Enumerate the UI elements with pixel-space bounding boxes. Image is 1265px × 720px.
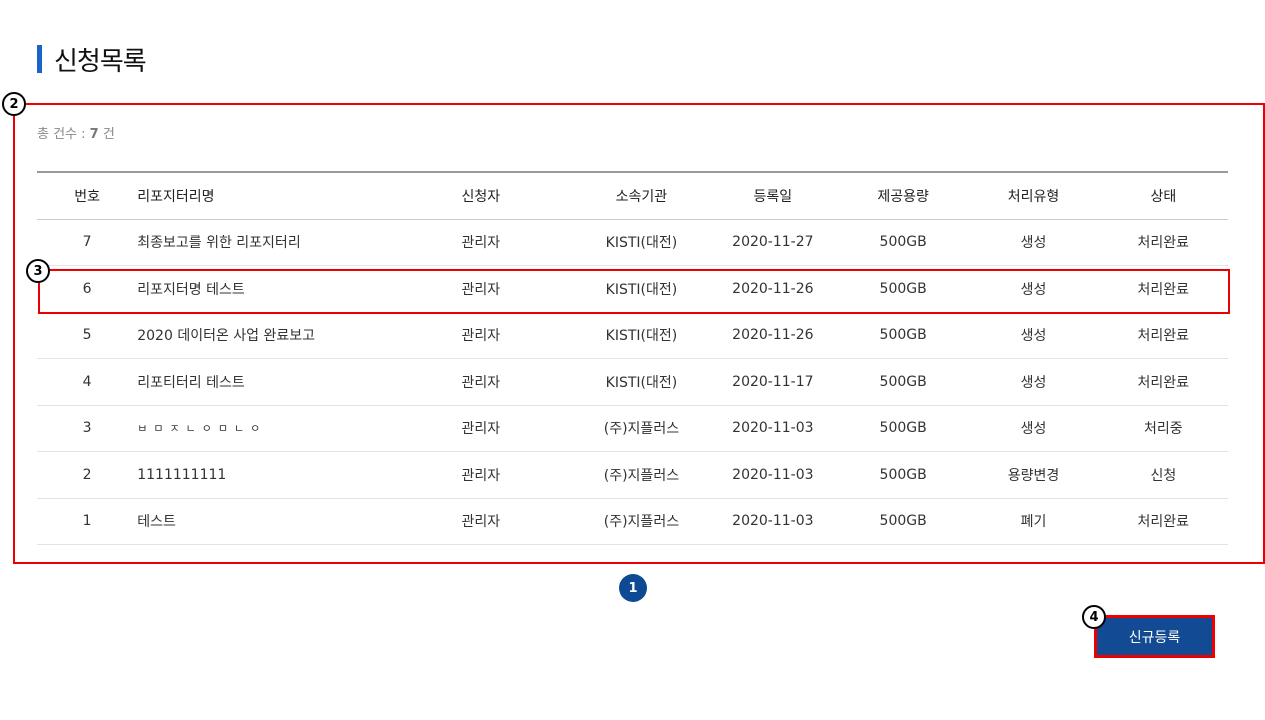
column-header: 소속기관 (615, 188, 668, 205)
table-row[interactable]: 3 ㅂㅁㅈㄴㅇㅁㄴㅇ 관리자 (주)지플러스 2020-11-03 500GB 생성 처리중 (37, 405, 1228, 452)
table-row[interactable]: 1 테스트 관리자 (주)지플러스 2020-11-03 500GB 폐기 처리완료 (37, 498, 1228, 545)
table-cell: 500GB (879, 327, 927, 344)
new-register-button[interactable]: 신규등록 (1094, 615, 1215, 658)
repository-name-link[interactable]: 2020 데이터온 사업 완료보고 (137, 328, 316, 345)
table-cell: 생성 (1020, 421, 1047, 438)
annotation-marker-3: 3 (26, 259, 50, 283)
table-cell: 500GB (879, 280, 927, 297)
annotation-marker-2: 2 (2, 92, 26, 116)
column-header: 번호 (74, 188, 100, 205)
table-cell: (주)지플러스 (603, 514, 680, 531)
repository-name-link[interactable]: 최종보고를 위한 리포지터리 (137, 235, 301, 252)
table-cell: 3 (82, 420, 92, 437)
column-header: 등록일 (753, 188, 793, 205)
table-cell: KISTI(대전) (605, 374, 678, 391)
table-cell: 4 (82, 373, 92, 390)
table-header: 번호 리포지터리명 신청자 소속기관 등록일 제공용량 처리유형 상태 (37, 172, 1228, 219)
table-cell: 2020-11-03 (732, 466, 814, 483)
table-cell: 2 (82, 466, 92, 483)
table-cell: 처리중 (1144, 421, 1183, 438)
table-cell: 2020-11-17 (732, 373, 814, 390)
table-cell: 2020-11-27 (732, 234, 814, 251)
table-cell: 처리완료 (1137, 281, 1190, 298)
table-cell: 생성 (1020, 374, 1047, 391)
table-cell: 관리자 (461, 328, 501, 345)
repository-name-link[interactable]: ㅂㅁㅈㄴㅇㅁㄴㅇ (137, 422, 267, 436)
page-1-button[interactable]: 1 (619, 574, 647, 602)
table-cell: 2020-11-26 (732, 327, 814, 344)
table-cell: 관리자 (461, 281, 501, 298)
table-cell: KISTI(대전) (605, 281, 678, 298)
application-table: 번호 리포지터리명 신청자 소속기관 등록일 제공용량 처리유형 상태 7 최종보고를 위한 리… (37, 171, 1228, 545)
table-cell: 500GB (879, 466, 927, 483)
table-cell: KISTI(대전) (605, 328, 678, 345)
repository-name-link[interactable]: 1111111111 (137, 466, 227, 483)
annotation-box-2 (13, 103, 1265, 564)
table-cell: 신청 (1150, 467, 1177, 484)
table-cell: 관리자 (461, 421, 501, 438)
table-cell: 500GB (879, 234, 927, 251)
table-cell: 1 (82, 513, 92, 530)
annotation-marker-4: 4 (1082, 605, 1106, 629)
total-count: 총 건수 : 7 건 (37, 127, 115, 142)
column-header: 상태 (1150, 188, 1177, 205)
table-cell: 처리완료 (1137, 374, 1190, 391)
table-cell: 관리자 (461, 514, 501, 531)
table-row[interactable]: 4 리포티터리 테스트 관리자 KISTI(대전) 2020-11-17 500GB 생성 처… (37, 359, 1228, 405)
table-cell: 처리완료 (1137, 235, 1190, 252)
table-cell: 500GB (879, 373, 927, 390)
table-cell: 500GB (879, 420, 927, 437)
table-cell: 폐기 (1020, 514, 1047, 531)
repository-name-link[interactable]: 테스트 (137, 514, 176, 531)
table-cell: 5 (82, 327, 92, 344)
table-cell: 생성 (1020, 328, 1047, 345)
table-row[interactable]: 2 1111111111 관리자 (주)지플러스 2020-11-03 500GB 용량변경… (37, 452, 1228, 498)
table-row[interactable]: 5 2020 데이터온 사업 완료보고 관리자 KISTI(대전) 2020-11-26… (37, 312, 1228, 359)
annotation-box-3 (38, 269, 1230, 314)
table-cell: 500GB (879, 513, 927, 530)
table-cell: 생성 (1020, 281, 1047, 298)
page-title: 신청목록 (37, 44, 147, 77)
table-cell: 6 (82, 280, 92, 297)
table-cell: 생성 (1020, 235, 1047, 252)
repository-name-link[interactable]: 리포티터리 테스트 (137, 374, 245, 391)
table-cell: (주)지플러스 (603, 467, 680, 484)
title-accent-bar (37, 45, 42, 73)
repository-name-link[interactable]: 리포지터명 테스트 (137, 281, 245, 298)
table-cell: (주)지플러스 (603, 421, 680, 438)
table-cell: 처리완료 (1137, 328, 1190, 345)
table-row[interactable]: 6 리포지터명 테스트 관리자 KISTI(대전) 2020-11-26 500GB 생성 처… (37, 266, 1228, 312)
table-cell: KISTI(대전) (605, 235, 678, 252)
column-header: 제공용량 (877, 188, 929, 205)
table-cell: 7 (82, 234, 92, 251)
table-cell: 2020-11-03 (732, 420, 814, 437)
column-header: 리포지터리명 (137, 188, 215, 205)
column-header: 신청자 (461, 188, 501, 205)
table-cell: 관리자 (461, 235, 501, 252)
table-cell: 2020-11-26 (732, 280, 814, 297)
table-cell: 관리자 (461, 467, 501, 484)
table-cell: 2020-11-03 (732, 513, 814, 530)
table-cell: 관리자 (461, 374, 501, 391)
column-header: 처리유형 (1007, 188, 1060, 205)
table-cell: 용량변경 (1007, 467, 1060, 484)
table-cell: 처리완료 (1137, 514, 1190, 531)
table-row[interactable]: 7 최종보고를 위한 리포지터리 관리자 KISTI(대전) 2020-11-27 500… (37, 219, 1228, 266)
